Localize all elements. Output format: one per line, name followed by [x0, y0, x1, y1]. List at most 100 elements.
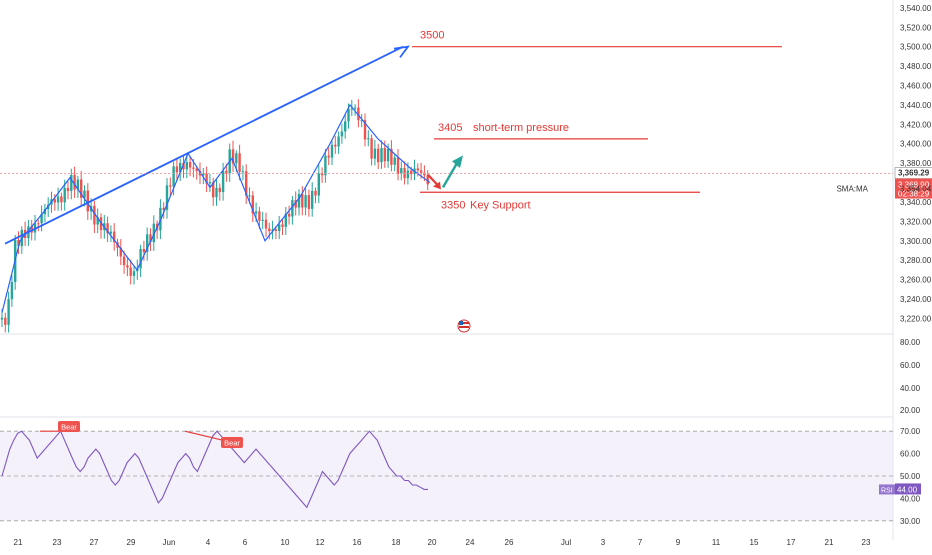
price-axis-tick: 3,320.00	[900, 217, 932, 226]
candle-body	[248, 195, 251, 197]
candle-body	[383, 147, 386, 162]
candle-body	[284, 213, 287, 227]
candle-body	[106, 223, 109, 234]
x-axis-tick: Jul	[561, 538, 571, 547]
candle-body	[340, 131, 344, 137]
price-axis-tick: 3,300.00	[900, 237, 932, 246]
candle-body	[238, 153, 241, 172]
candle-body	[241, 171, 245, 173]
candle-body	[195, 168, 198, 171]
candle-body	[251, 195, 254, 214]
candle-body	[258, 211, 261, 221]
candle-body	[7, 299, 10, 325]
candle-body	[146, 234, 149, 253]
candle-body	[192, 167, 195, 169]
candle-body	[60, 196, 63, 203]
target-label-3500: 3500	[420, 30, 444, 42]
candle-body	[169, 185, 172, 187]
candle-body	[129, 267, 132, 276]
candle-body	[149, 234, 152, 243]
candle-body	[37, 223, 40, 225]
bear-badge-label: Bear	[61, 423, 77, 432]
rsi-panel: Bear Bear	[0, 421, 893, 522]
candle-body	[317, 173, 320, 196]
candle-body	[314, 190, 317, 196]
candle-body	[86, 190, 89, 212]
pressure-text-label: short-term pressure	[473, 122, 569, 134]
x-axis-tick: 4	[206, 538, 211, 547]
indicator-axis-tick: 40.00	[900, 384, 921, 393]
x-axis-tick: 27	[90, 538, 99, 547]
price-axis-tick: 3,540.00	[900, 4, 932, 13]
pressure-value-label: 3405	[438, 122, 462, 134]
candle-body	[182, 162, 185, 170]
annotations: 3500 3405 short-term pressure 3350 Key Suppo…	[0, 30, 893, 333]
up-arrow-shaft	[441, 162, 459, 189]
x-axis-tick: Jun	[163, 538, 176, 547]
price-axis-tick: 3,280.00	[900, 256, 932, 265]
current-price-label: 3,368.90	[898, 181, 930, 190]
x-axis-tick: 17	[787, 538, 796, 547]
candle-body	[0, 317, 4, 320]
rsi-axis-tick: 40.00	[900, 494, 921, 503]
rsi-axis-tick: 70.00	[900, 427, 921, 436]
candle-body	[393, 157, 396, 165]
candle-body	[76, 179, 80, 190]
candle-body	[330, 144, 334, 158]
candle-body	[278, 224, 281, 231]
candle-body	[396, 157, 400, 174]
candle-body	[334, 144, 337, 147]
price-axis-tick: 3,220.00	[900, 314, 932, 323]
x-axis-tick: 23	[862, 538, 871, 547]
candle-body	[426, 175, 429, 185]
candle-body	[165, 185, 169, 210]
price-axis-tick: 3,420.00	[900, 120, 932, 129]
candle-body	[212, 182, 215, 198]
x-axis-tick: 26	[505, 538, 514, 547]
candle-body	[63, 187, 66, 203]
candle-body	[40, 214, 43, 224]
rsi-name-box	[879, 484, 895, 495]
candle-body	[264, 219, 268, 229]
rising-trendline	[4, 45, 404, 245]
down-arrow-head	[433, 181, 441, 190]
candle-body	[83, 190, 86, 198]
candle-body	[380, 147, 383, 163]
zigzag-wave	[1, 103, 431, 313]
candle-body	[311, 190, 314, 209]
candle-body	[274, 229, 278, 231]
candle-body	[268, 228, 271, 232]
current-price-box	[895, 178, 932, 199]
candle-body	[403, 168, 406, 179]
candle-body	[373, 148, 377, 159]
x-axis-tick: 23	[53, 538, 62, 547]
candle-body	[80, 179, 83, 198]
candle-body	[320, 173, 324, 176]
x-axis-tick: 11	[712, 538, 721, 547]
candle-body	[132, 271, 136, 276]
candle-body	[357, 107, 360, 121]
x-axis-tick: 3	[601, 538, 606, 547]
candle-body	[119, 247, 122, 257]
candle-body	[344, 121, 347, 132]
candle-body	[304, 195, 307, 208]
candle-body	[390, 148, 393, 165]
candle-body	[261, 219, 264, 221]
trendlines	[1, 45, 431, 313]
candle-body	[113, 231, 116, 243]
candle-body	[70, 175, 73, 192]
candle-body	[235, 153, 238, 164]
rsi-line	[1, 430, 428, 509]
x-axis-tick: 10	[281, 538, 290, 547]
us-flag-stripe	[459, 322, 469, 324]
price-axis-tick: 3,380.00	[900, 159, 932, 168]
candle-body	[423, 172, 426, 176]
candle-body	[139, 248, 142, 269]
candle-body	[271, 229, 274, 232]
price-axis-tick: 3,240.00	[900, 295, 932, 304]
candle-body	[416, 168, 419, 171]
candle-body	[73, 175, 76, 190]
candle-body	[324, 155, 327, 176]
